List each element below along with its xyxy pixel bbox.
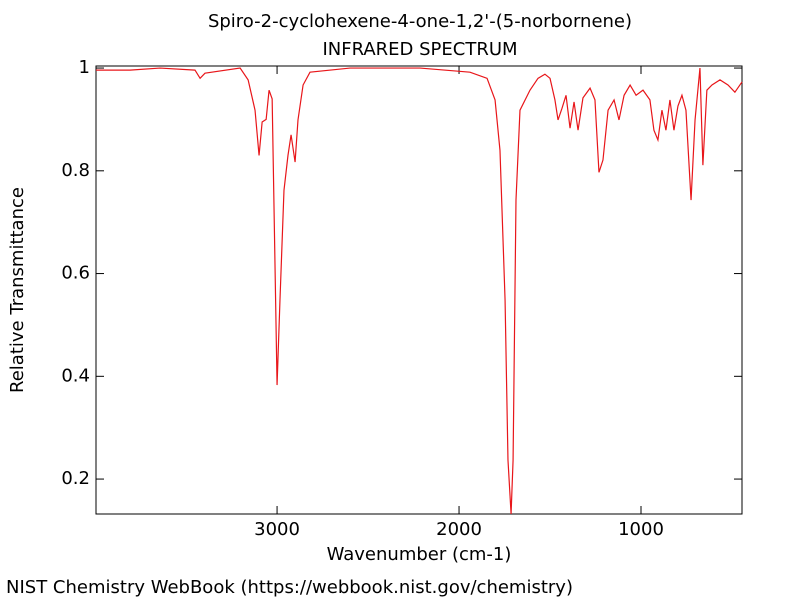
y-tick-label: 0.4 — [61, 365, 90, 386]
x-tick-label: 1000 — [618, 519, 664, 540]
x-tick-label: 3000 — [254, 519, 300, 540]
y-tick-label: 0.6 — [61, 263, 90, 284]
x-tick-label: 2000 — [436, 519, 482, 540]
x-axis-label: Wavenumber (cm-1) — [327, 544, 512, 565]
y-tick-label: 1 — [79, 57, 90, 78]
spectrum-line — [96, 67, 743, 515]
chart-subtitle: INFRARED SPECTRUM — [322, 39, 517, 60]
y-tick-label: 0.8 — [61, 160, 90, 181]
chart-title: Spiro-2-cyclohexene-4-one-1,2'-(5-norbor… — [208, 11, 632, 32]
footer: NIST Chemistry WebBook (https://webbook.… — [6, 577, 573, 598]
plot-frame — [95, 65, 743, 515]
y-tick-label: 0.2 — [61, 468, 90, 489]
y-axis-label: Relative Transmittance — [7, 187, 28, 393]
